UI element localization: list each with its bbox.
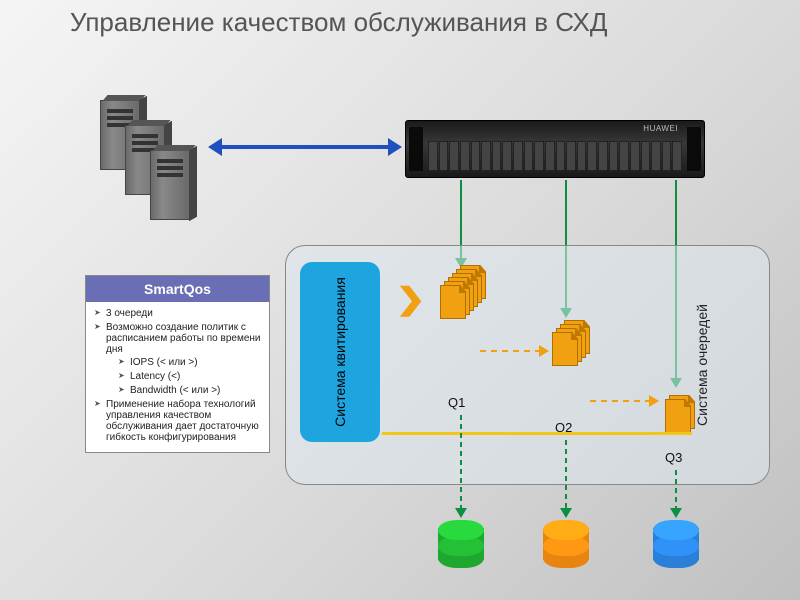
bidirectional-arrow-icon: [220, 145, 390, 149]
database-icon: [438, 520, 484, 568]
flow-arrow-dashed-icon: [460, 415, 462, 510]
list-item: Возможно создание политик с расписанием …: [96, 322, 263, 396]
queue-label-q3: Q3: [665, 450, 682, 465]
list-item: IOPS (< или >): [120, 357, 263, 368]
database-icon: [653, 520, 699, 568]
smartqos-panel: SmartQos 3 очереди Возможно создание пол…: [85, 275, 270, 453]
list-item: Применение набора технологий управления …: [96, 399, 263, 443]
queue-system-label: Система очередей: [694, 304, 710, 426]
yellow-bar: [382, 432, 692, 435]
list-item: Latency (<): [120, 371, 263, 382]
list-item: Bandwidth (< или >): [120, 385, 263, 396]
dashed-arrow-icon: [480, 350, 540, 352]
database-icon: [543, 520, 589, 568]
kvit-system-box: Система квитирования: [300, 262, 380, 442]
chevron-right-icon: ❯: [395, 282, 425, 317]
queue-label-q1: Q1: [448, 395, 465, 410]
server-tower-3: [150, 150, 190, 220]
slide-title: Управление качеством обслуживания в СХД: [70, 8, 608, 38]
flow-arrow-dashed-icon: [675, 470, 677, 510]
list-item-label: Возможно создание политик с расписанием …: [106, 322, 260, 355]
flow-arrow-dashed-icon: [565, 440, 567, 510]
list-item: 3 очереди: [96, 308, 263, 319]
storage-array: HUAWEI: [405, 120, 705, 178]
dashed-arrow-icon: [590, 400, 650, 402]
smartqos-title: SmartQos: [86, 276, 269, 302]
storage-brand-label: HUAWEI: [643, 124, 678, 133]
smartqos-body: 3 очереди Возможно создание политик с ра…: [86, 302, 269, 452]
kvit-system-label: Система квитирования: [332, 277, 348, 427]
